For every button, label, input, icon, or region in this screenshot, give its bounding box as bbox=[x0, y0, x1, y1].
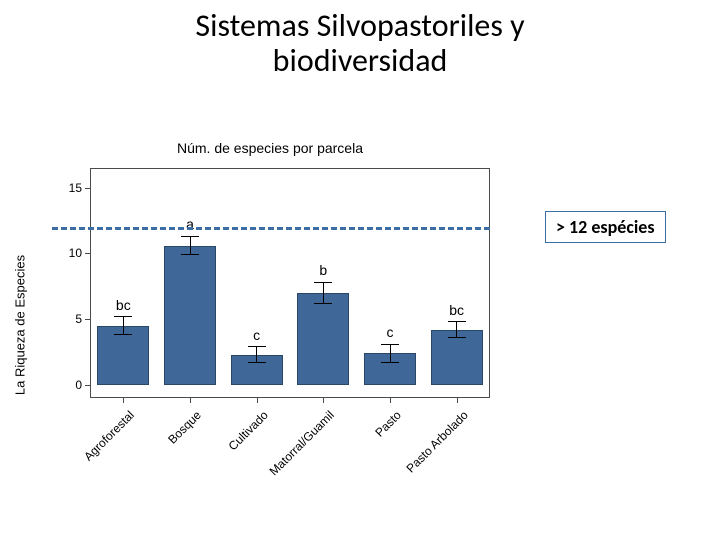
error-bar bbox=[323, 282, 324, 303]
title-line1: Sistemas Silvopastoriles y bbox=[195, 6, 524, 45]
x-tick bbox=[190, 398, 191, 403]
error-bar bbox=[456, 322, 457, 338]
x-tick-label: Matorral/Guamil bbox=[267, 408, 337, 478]
error-cap bbox=[181, 236, 199, 237]
y-tick bbox=[85, 385, 90, 386]
error-cap bbox=[114, 334, 132, 335]
y-tick bbox=[85, 319, 90, 320]
x-tick bbox=[390, 398, 391, 403]
bar bbox=[297, 293, 349, 385]
error-bar bbox=[390, 344, 391, 362]
y-tick bbox=[85, 188, 90, 189]
x-tick bbox=[457, 398, 458, 403]
x-tick-label: Cultivado bbox=[225, 408, 270, 453]
error-cap bbox=[448, 337, 466, 338]
y-tick-label: 0 bbox=[60, 378, 82, 392]
y-axis-label: La Riqueza de Especies bbox=[13, 255, 28, 395]
error-bar bbox=[190, 236, 191, 254]
error-cap bbox=[248, 362, 266, 363]
y-axis bbox=[90, 168, 91, 398]
x-tick bbox=[257, 398, 258, 403]
error-bar bbox=[123, 317, 124, 335]
x-tick-label: Agroforestal bbox=[82, 408, 138, 464]
y-tick-label: 10 bbox=[60, 246, 82, 260]
significance-label: c bbox=[387, 324, 394, 340]
error-cap bbox=[381, 362, 399, 363]
top-axis-line bbox=[90, 168, 490, 169]
species-bar-chart: Núm. de especies por parcela La Riqueza … bbox=[30, 140, 510, 510]
bar bbox=[164, 246, 216, 385]
error-cap bbox=[314, 303, 332, 304]
slide-title: Sistemas Silvopastoriles y biodiversidad bbox=[0, 8, 720, 78]
significance-label: c bbox=[253, 327, 260, 343]
title-line2: biodiversidad bbox=[273, 41, 448, 80]
x-tick-label: Pasto Arbolado bbox=[403, 408, 470, 475]
x-axis bbox=[90, 397, 490, 398]
threshold-line bbox=[52, 227, 490, 230]
x-tick bbox=[123, 398, 124, 403]
x-tick-label: Bosque bbox=[165, 408, 204, 447]
error-cap bbox=[381, 344, 399, 345]
significance-label: bc bbox=[116, 297, 131, 313]
significance-label: bc bbox=[449, 302, 464, 318]
x-tick-label: Pasto bbox=[372, 408, 404, 440]
right-axis-line bbox=[489, 168, 490, 398]
y-tick-label: 15 bbox=[60, 181, 82, 195]
error-bar bbox=[256, 347, 257, 363]
threshold-label-box: > 12 espécies bbox=[545, 211, 666, 243]
threshold-label-text: > 12 espécies bbox=[556, 216, 655, 238]
significance-label: b bbox=[319, 262, 327, 278]
x-tick bbox=[323, 398, 324, 403]
plot-area: 051015bcAgroforestalaBosquecCultivadobMa… bbox=[90, 168, 490, 398]
chart-title: Núm. de especies por parcela bbox=[30, 140, 510, 156]
error-cap bbox=[448, 321, 466, 322]
y-tick-label: 5 bbox=[60, 312, 82, 326]
error-cap bbox=[114, 316, 132, 317]
error-cap bbox=[314, 282, 332, 283]
y-tick bbox=[85, 253, 90, 254]
error-cap bbox=[181, 254, 199, 255]
error-cap bbox=[248, 346, 266, 347]
